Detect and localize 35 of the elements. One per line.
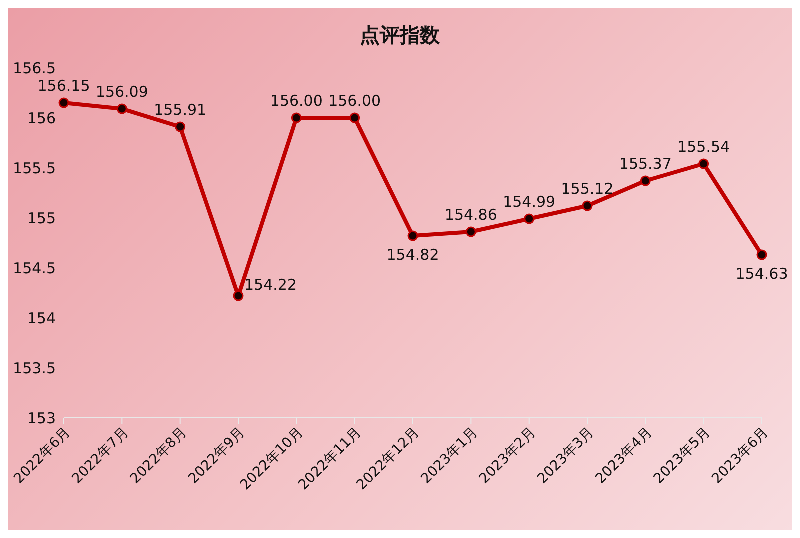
data-label: 154.99 — [503, 193, 556, 211]
point — [175, 122, 186, 132]
data-label: 154.82 — [386, 246, 440, 264]
point — [350, 112, 360, 124]
data-label: 154.86 — [444, 206, 498, 224]
point — [524, 214, 535, 224]
point — [756, 250, 768, 260]
data-label: 154.22 — [244, 276, 297, 294]
chart-title: 点评指数 — [359, 22, 441, 49]
data-label: 156.09 — [96, 83, 148, 101]
data-label: 156.00 — [270, 92, 323, 110]
point — [466, 226, 476, 238]
data-label: 156.00 — [328, 92, 382, 110]
point — [58, 98, 70, 108]
data-label: 155.54 — [678, 138, 730, 156]
y-tick-label: 156 — [27, 109, 56, 128]
y-tick-label: 156.5 — [13, 59, 56, 78]
y-tick-label: 153 — [27, 409, 56, 428]
data-label: 156.15 — [38, 77, 90, 95]
y-tick-label: 155 — [27, 209, 56, 228]
point — [640, 176, 651, 186]
point — [582, 200, 593, 212]
data-label: 155.12 — [561, 180, 614, 198]
point — [233, 290, 244, 302]
y-tick-label: 154 — [27, 309, 56, 328]
data-label: 155.37 — [619, 155, 672, 173]
y-tick-label: 155.5 — [13, 159, 56, 178]
data-label: 155.91 — [154, 101, 207, 119]
point — [698, 158, 710, 170]
point — [408, 230, 418, 242]
data-label: 154.63 — [736, 265, 788, 283]
y-tick-label: 153.5 — [13, 359, 56, 378]
point — [116, 104, 128, 114]
point — [291, 112, 302, 124]
y-tick-label: 154.5 — [13, 259, 56, 278]
